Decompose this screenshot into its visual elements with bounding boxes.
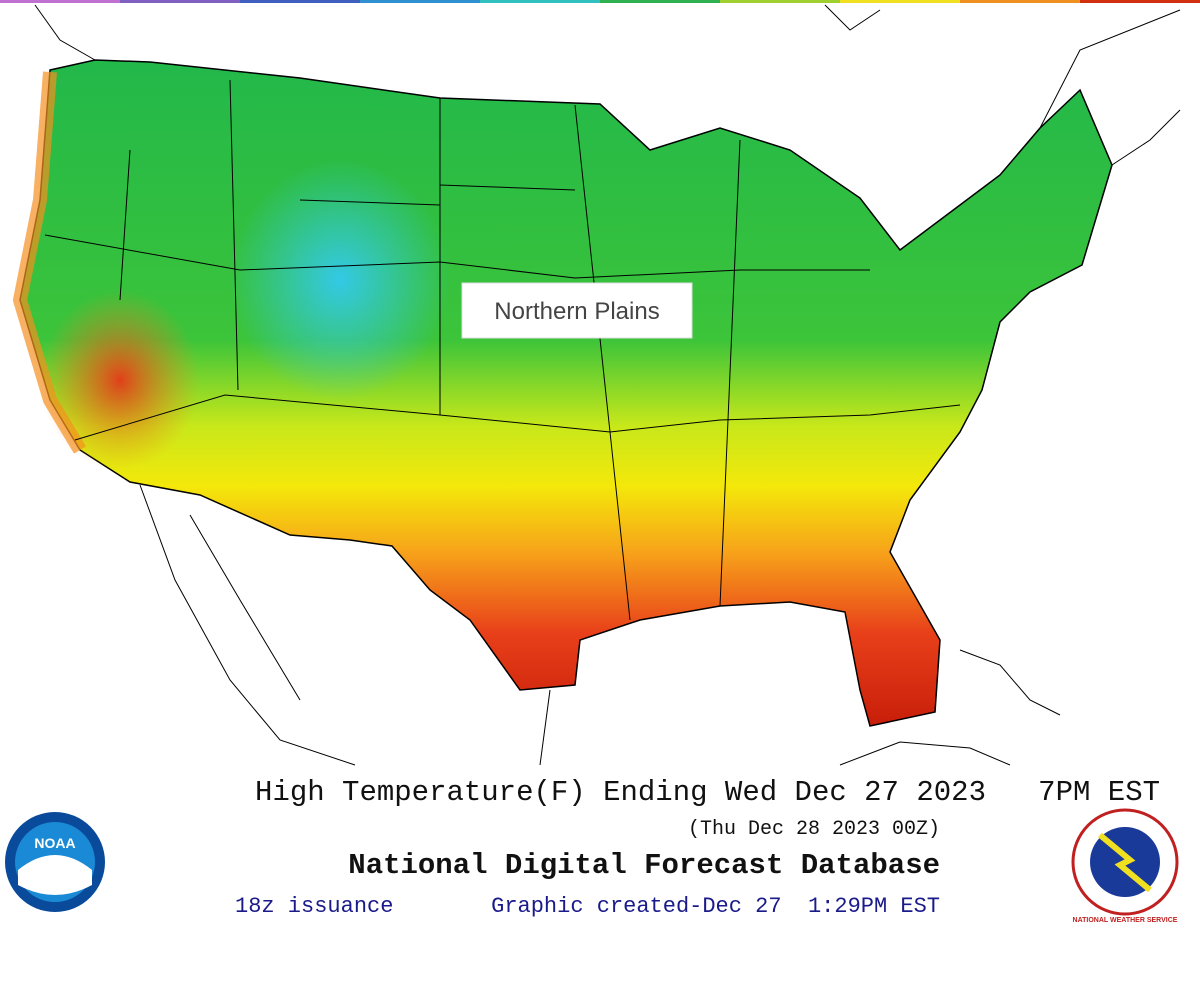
- database-name: National Digital Forecast Database: [348, 849, 940, 882]
- noaa-logo: NOAA: [5, 812, 105, 912]
- region-label: Northern Plains: [494, 298, 659, 325]
- issuance: 18z issuance: [235, 894, 393, 919]
- created: Graphic created-Dec 27 1:29PM EST: [491, 894, 940, 919]
- west-coast-warm: [12, 71, 87, 454]
- color-strip: [0, 0, 1200, 3]
- nws-text: NATIONAL WEATHER SERVICE: [1073, 917, 1178, 924]
- cold-area: [230, 160, 450, 400]
- map-title: High Temperature(F) Ending Wed Dec 27 20…: [255, 776, 1160, 809]
- cuba-outline: [839, 649, 1061, 766]
- noaa-text: NOAA: [34, 835, 75, 851]
- nws-logo: NATIONAL WEATHER SERVICE: [1071, 808, 1179, 924]
- mexico-outline: [139, 484, 551, 766]
- label-box: [461, 282, 693, 339]
- warm-area: [40, 290, 200, 470]
- state-borders: [44, 79, 961, 621]
- map-subtitle: (Thu Dec 28 2023 00Z): [688, 818, 940, 841]
- canada-outline: [34, 4, 1181, 166]
